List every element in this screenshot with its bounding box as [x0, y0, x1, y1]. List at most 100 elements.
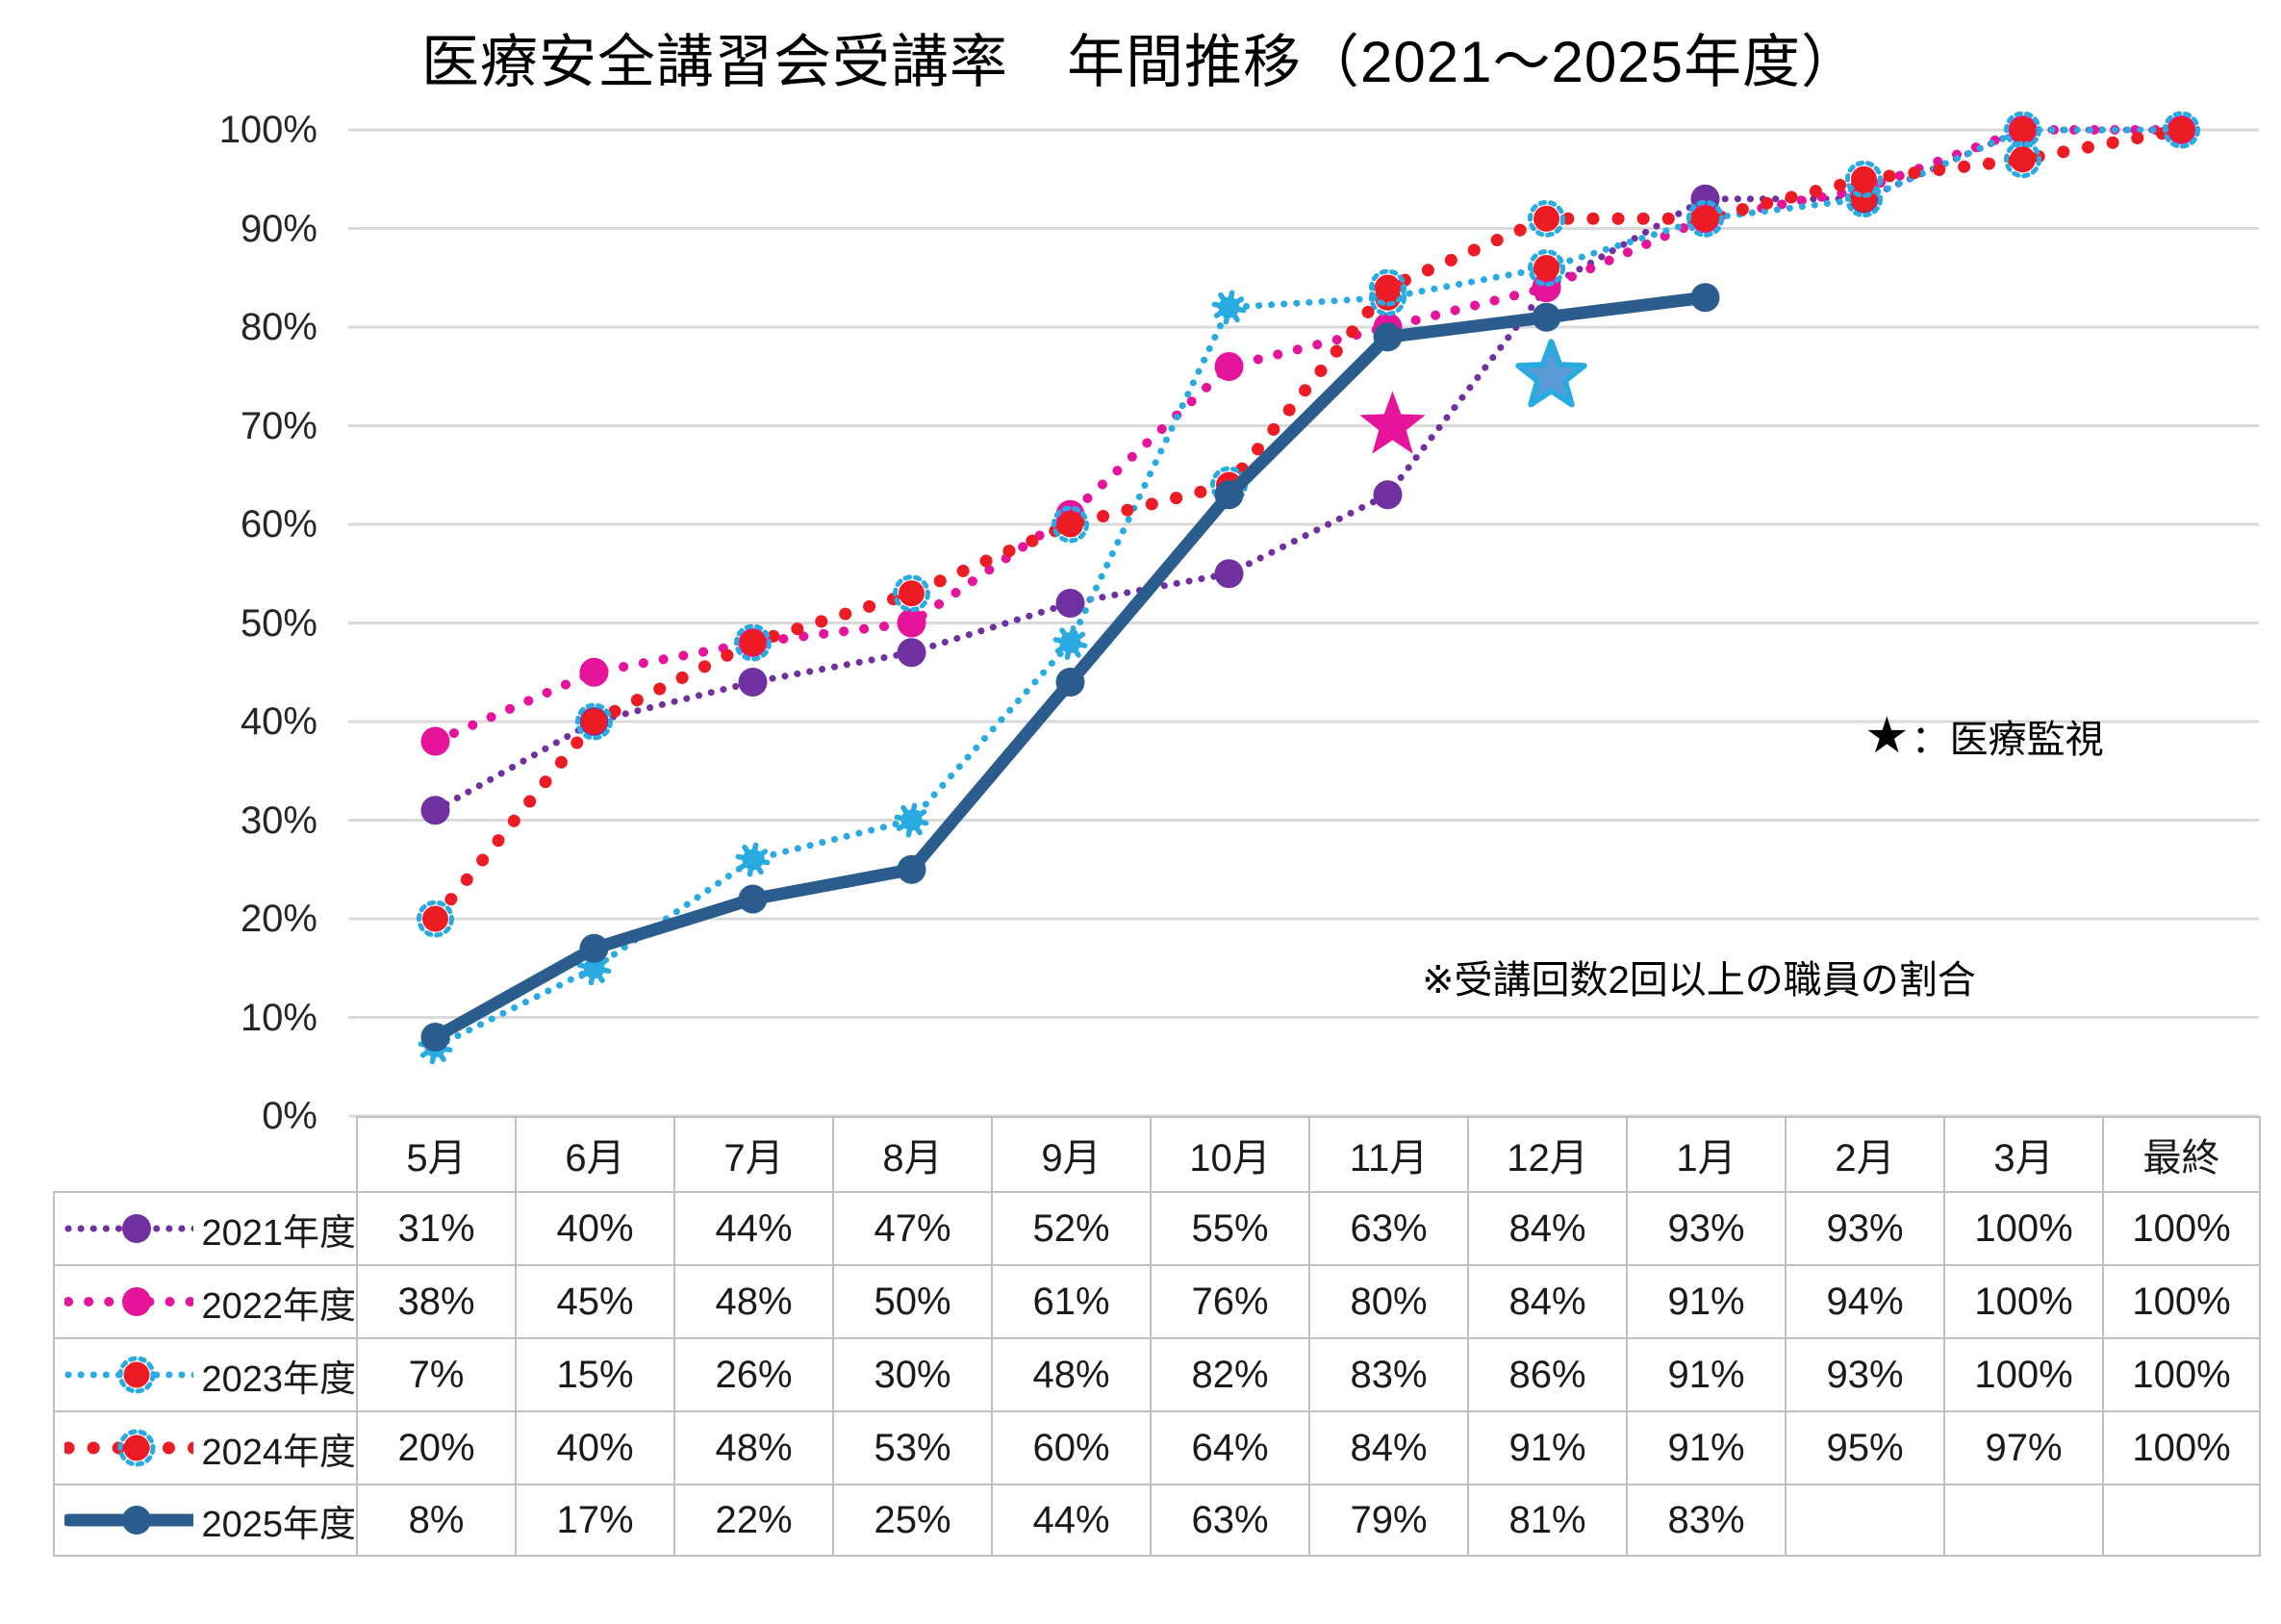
col-header-8月: 8月 — [832, 1116, 991, 1191]
value-2024年度-12月: 91% — [1467, 1410, 1626, 1484]
col-header-6月: 6月 — [515, 1116, 673, 1191]
y-tick-label-60: 60% — [240, 503, 317, 546]
footnote: ※受講回数2回以上の職員の割合 — [1422, 959, 1976, 1002]
value-2022年度-1月: 91% — [1626, 1264, 1785, 1337]
col-header-10月: 10月 — [1150, 1116, 1308, 1191]
value-2023年度-1月: 91% — [1626, 1337, 1785, 1410]
legend-key-2023年度: 2023年度 — [53, 1337, 356, 1410]
col-header-12月: 12月 — [1467, 1116, 1626, 1191]
value-2022年度-11月: 80% — [1308, 1264, 1467, 1337]
col-header-3月: 3月 — [1943, 1116, 2102, 1191]
value-2024年度-1月: 91% — [1626, 1410, 1785, 1484]
value-2024年度-最終: 100% — [2102, 1410, 2261, 1484]
value-2024年度-7月: 48% — [673, 1410, 832, 1484]
series-line-2022年度 — [430, 125, 2187, 747]
value-2022年度-5月: 38% — [356, 1264, 515, 1337]
y-tick-label-70: 70% — [240, 404, 317, 447]
col-header-1月: 1月 — [1626, 1116, 1785, 1191]
value-2023年度-2月: 93% — [1785, 1337, 1943, 1410]
value-2024年度-6月: 40% — [515, 1410, 673, 1484]
value-2025年度-2月 — [1785, 1484, 1943, 1557]
value-2021年度-3月: 100% — [1943, 1191, 2102, 1264]
series-line-2024年度 — [429, 123, 2188, 926]
value-2021年度-12月: 84% — [1467, 1191, 1626, 1264]
value-2021年度-8月: 47% — [832, 1191, 991, 1264]
value-2021年度-10月: 55% — [1150, 1191, 1308, 1264]
inspection-star-2 — [1515, 339, 1587, 408]
value-2022年度-6月: 45% — [515, 1264, 673, 1337]
value-2025年度-9月: 44% — [991, 1484, 1150, 1557]
value-2022年度-最終: 100% — [2102, 1264, 2261, 1337]
value-2024年度-8月: 53% — [832, 1410, 991, 1484]
value-2024年度-9月: 60% — [991, 1410, 1150, 1484]
col-header-11月: 11月 — [1308, 1116, 1467, 1191]
legend-sample-2023年度 — [64, 1356, 194, 1394]
legend-label-2023年度: 2023年度 — [201, 1358, 356, 1400]
value-2024年度-5月: 20% — [356, 1410, 515, 1484]
value-2021年度-最終: 100% — [2102, 1191, 2261, 1264]
legend-key-2024年度: 2024年度 — [53, 1410, 356, 1484]
value-2025年度-1月: 83% — [1626, 1484, 1785, 1557]
value-2022年度-7月: 48% — [673, 1264, 832, 1337]
col-header-2月: 2月 — [1785, 1116, 1943, 1191]
value-2022年度-9月: 61% — [991, 1264, 1150, 1337]
star-legend-label: ：医療監視 — [1911, 719, 2104, 761]
legend-label-2024年度: 2024年度 — [201, 1432, 356, 1473]
y-tick-label-30: 30% — [240, 799, 317, 842]
value-2025年度-8月: 25% — [832, 1484, 991, 1557]
value-2021年度-11月: 63% — [1308, 1191, 1467, 1264]
value-2023年度-最終: 100% — [2102, 1337, 2261, 1410]
value-2025年度-3月 — [1943, 1484, 2102, 1557]
value-2022年度-10月: 76% — [1150, 1264, 1308, 1337]
value-2021年度-2月: 93% — [1785, 1191, 1943, 1264]
legend-label-2022年度: 2022年度 — [201, 1285, 356, 1327]
value-2021年度-7月: 44% — [673, 1191, 832, 1264]
value-2023年度-11月: 83% — [1308, 1337, 1467, 1410]
value-2023年度-9月: 48% — [991, 1337, 1150, 1410]
y-tick-label-90: 90% — [240, 207, 317, 250]
value-2023年度-5月: 7% — [356, 1337, 515, 1410]
value-2021年度-6月: 40% — [515, 1191, 673, 1264]
y-tick-label-100: 100% — [218, 109, 317, 151]
value-2025年度-6月: 17% — [515, 1484, 673, 1557]
value-2023年度-7月: 26% — [673, 1337, 832, 1410]
y-tick-label-20: 20% — [240, 898, 317, 940]
table-corner-cell — [53, 1116, 356, 1191]
value-2023年度-8月: 30% — [832, 1337, 991, 1410]
y-tick-label-40: 40% — [240, 700, 317, 743]
col-header-7月: 7月 — [673, 1116, 832, 1191]
legend-key-2022年度: 2022年度 — [53, 1264, 356, 1337]
value-2022年度-2月: 94% — [1785, 1264, 1943, 1337]
legend-sample-2022年度 — [64, 1287, 194, 1316]
series-line-2023年度 — [432, 126, 2185, 1051]
col-header-5月: 5月 — [356, 1116, 515, 1191]
value-2021年度-9月: 52% — [991, 1191, 1150, 1264]
value-2022年度-8月: 50% — [832, 1264, 991, 1337]
value-2023年度-10月: 82% — [1150, 1337, 1308, 1410]
col-header-最終: 最終 — [2102, 1116, 2261, 1191]
star-legend: ★ ：医療監視 — [1864, 708, 2104, 764]
y-tick-label-80: 80% — [240, 306, 317, 348]
y-tick-label-10: 10% — [240, 996, 317, 1039]
value-2025年度-最終 — [2102, 1484, 2261, 1557]
legend-sample-2024年度 — [64, 1429, 194, 1467]
value-2023年度-6月: 15% — [515, 1337, 673, 1410]
value-2025年度-5月: 8% — [356, 1484, 515, 1557]
col-header-9月: 9月 — [991, 1116, 1150, 1191]
legend-key-2021年度: 2021年度 — [53, 1191, 356, 1264]
chart-title: 医療安全講習会受講率 年間推移（2021～2025年度） — [421, 30, 1860, 94]
value-2023年度-3月: 100% — [1943, 1337, 2102, 1410]
value-2024年度-3月: 97% — [1943, 1410, 2102, 1484]
series-line-2021年度 — [432, 126, 2185, 814]
value-2025年度-12月: 81% — [1467, 1484, 1626, 1557]
legend-key-2025年度: 2025年度 — [53, 1484, 356, 1557]
value-2024年度-11月: 84% — [1308, 1410, 1467, 1484]
value-2021年度-5月: 31% — [356, 1191, 515, 1264]
value-2025年度-7月: 22% — [673, 1484, 832, 1557]
legend-label-2025年度: 2025年度 — [201, 1504, 356, 1545]
legend-sample-2025年度 — [64, 1506, 194, 1535]
legend-sample-2021年度 — [64, 1214, 194, 1243]
